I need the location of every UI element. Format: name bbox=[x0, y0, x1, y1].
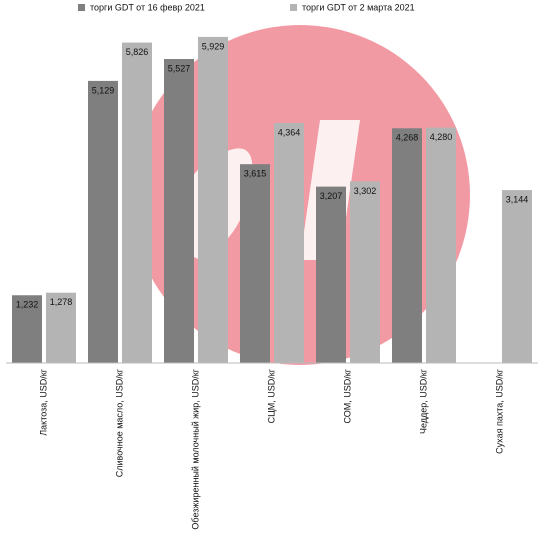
bar bbox=[12, 295, 42, 363]
bar bbox=[46, 292, 76, 363]
value-label: 5,527 bbox=[168, 63, 191, 73]
value-label: 4,268 bbox=[396, 133, 419, 143]
value-label: 1,232 bbox=[16, 300, 39, 310]
value-label: 4,364 bbox=[278, 127, 301, 137]
legend-label: торги GDT от 16 февр 2021 bbox=[90, 2, 205, 12]
bar bbox=[240, 164, 270, 363]
bar bbox=[502, 190, 532, 363]
value-label: 3,302 bbox=[354, 186, 377, 196]
bar bbox=[350, 181, 380, 363]
value-label: 3,144 bbox=[506, 194, 529, 204]
x-tick-label: СЦМ, USD/кг bbox=[266, 368, 276, 423]
legend-swatch bbox=[290, 4, 297, 11]
value-label: 5,929 bbox=[202, 41, 225, 51]
bar bbox=[164, 59, 194, 363]
x-tick-label: СОМ, USD/кг bbox=[342, 368, 352, 423]
x-tick-label: Сухая пахта, USD/кг bbox=[494, 368, 504, 454]
bar bbox=[198, 36, 228, 363]
x-tick-label: Лактоза, USD/кг bbox=[38, 368, 48, 435]
value-label: 1,278 bbox=[50, 297, 73, 307]
bar bbox=[316, 186, 346, 363]
bar bbox=[122, 42, 152, 363]
bar bbox=[426, 127, 456, 363]
x-tick-label: Обезжиренный молочный жир, USD/кг bbox=[190, 368, 200, 529]
legend-swatch bbox=[78, 4, 85, 11]
value-label: 5,129 bbox=[92, 85, 115, 95]
bar bbox=[88, 80, 118, 363]
value-label: 4,280 bbox=[430, 132, 453, 142]
bar bbox=[392, 128, 422, 363]
x-tick-label: Чеддер, USD/кг bbox=[418, 368, 428, 434]
legend-label: торги GDT от 2 марта 2021 bbox=[302, 2, 415, 12]
value-label: 5,826 bbox=[126, 47, 149, 57]
bar bbox=[274, 122, 304, 363]
value-label: 3,615 bbox=[244, 169, 267, 179]
x-tick-label: Сливочное масло, USD/кг bbox=[114, 368, 124, 477]
value-label: 3,207 bbox=[320, 191, 343, 201]
